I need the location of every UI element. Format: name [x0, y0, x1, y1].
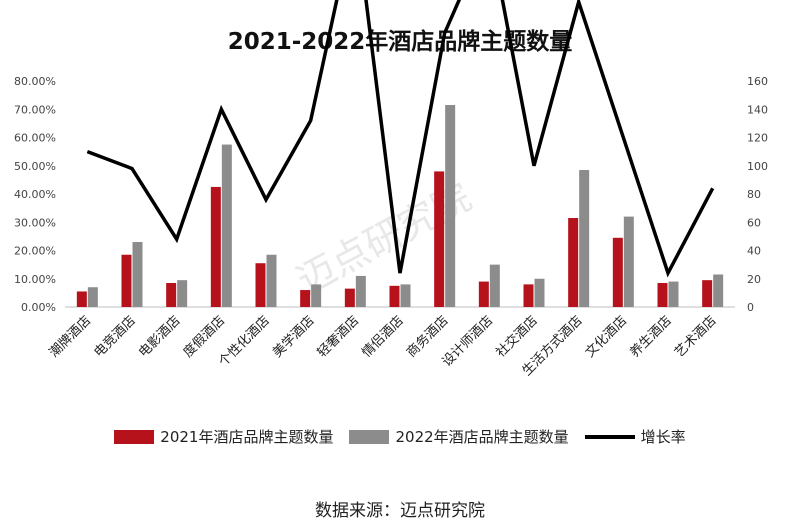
y-right-tick-label: 0: [747, 301, 754, 314]
y-right-tick-label: 20: [747, 273, 761, 286]
bar-2021: [344, 288, 355, 307]
legend-swatch-2021: [114, 429, 155, 444]
y-right-tick-label: 40: [747, 245, 761, 258]
bar-2021: [523, 284, 534, 307]
bar-2021: [210, 186, 221, 307]
category-label: 电影酒店: [136, 313, 183, 360]
bar-2021: [434, 171, 445, 307]
bar-2021: [76, 291, 87, 307]
bar-2022: [713, 274, 724, 307]
bar-2022: [445, 105, 456, 307]
bar-2022: [355, 275, 366, 307]
bar-2022: [534, 278, 545, 307]
y-right-tick-label: 140: [747, 103, 768, 116]
legend-item-growth: 增长率: [584, 426, 686, 447]
y-right-tick-label: 160: [747, 75, 768, 88]
bar-2022: [489, 264, 500, 307]
bar-2022: [87, 287, 98, 307]
y-left-tick-label: 20.00%: [14, 245, 56, 258]
bar-2022: [623, 216, 634, 307]
bar-2021: [478, 281, 489, 307]
bar-2021: [255, 263, 266, 307]
legend-item-2022: 2022年酒店品牌主题数量: [349, 426, 569, 447]
legend: 2021年酒店品牌主题数量 2022年酒店品牌主题数量 增长率: [0, 426, 800, 447]
bar-2022: [400, 284, 411, 307]
legend-swatch-growth: [584, 434, 635, 439]
y-right-tick-label: 60: [747, 216, 761, 229]
y-right-tick-label: 120: [747, 132, 768, 145]
legend-swatch-2022: [349, 429, 390, 444]
bar-2021: [300, 290, 311, 307]
y-left-tick-label: 30.00%: [14, 216, 56, 229]
bar-2022: [221, 144, 232, 307]
bar-2022: [668, 281, 679, 307]
y-left-tick-label: 50.00%: [14, 160, 56, 173]
category-label: 文化酒店: [583, 313, 630, 360]
bar-2022: [311, 284, 322, 307]
chart-title: 2021-2022年酒店品牌主题数量: [227, 29, 573, 55]
legend-item-2021: 2021年酒店品牌主题数量: [114, 426, 333, 447]
bar-2021: [568, 218, 579, 307]
legend-label-2021: 2021年酒店品牌主题数量: [160, 428, 334, 446]
legend-label-growth: 增长率: [640, 428, 686, 446]
y-left-tick-label: 0.00%: [21, 301, 56, 314]
chart-plot: 迈点研究院0.00%10.00%20.00%30.00%40.00%50.00%…: [14, 0, 768, 379]
legend-label-2022: 2022年酒店品牌主题数量: [395, 428, 569, 446]
category-label: 电竞酒店: [91, 313, 139, 361]
category-label: 养生酒店: [627, 313, 675, 361]
y-left-tick-label: 80.00%: [14, 75, 56, 88]
bar-2021: [166, 282, 177, 307]
y-left-tick-label: 10.00%: [14, 273, 56, 286]
y-right-tick-label: 80: [747, 188, 761, 201]
y-left-tick-label: 70.00%: [14, 103, 56, 116]
bar-2021: [389, 285, 400, 307]
bar-2021: [702, 280, 713, 307]
y-left-tick-label: 60.00%: [14, 132, 56, 145]
bar-2022: [177, 280, 188, 307]
bar-2022: [266, 254, 277, 307]
bar-2022: [132, 242, 143, 307]
source-note: 数据来源：迈点研究院: [315, 501, 485, 521]
bar-2022: [579, 169, 590, 307]
y-right-tick-label: 100: [747, 160, 768, 173]
category-label: 轻奢酒店: [315, 313, 362, 360]
bar-2021: [121, 254, 132, 307]
bar-2021: [657, 282, 668, 307]
bar-2021: [612, 237, 623, 307]
category-label: 艺术酒店: [672, 313, 719, 360]
y-left-tick-label: 40.00%: [14, 188, 56, 201]
category-label: 潮牌酒店: [46, 313, 94, 361]
category-label: 情侣酒店: [359, 313, 406, 360]
category-label: 美学酒店: [269, 313, 317, 361]
